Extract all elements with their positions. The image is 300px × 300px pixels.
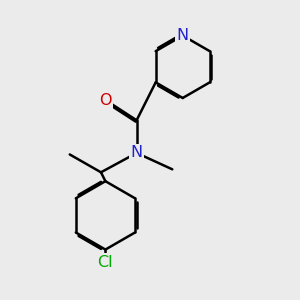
Text: O: O bbox=[99, 93, 112, 108]
Text: N: N bbox=[130, 146, 143, 160]
Text: Cl: Cl bbox=[98, 255, 113, 270]
Text: N: N bbox=[177, 28, 189, 43]
